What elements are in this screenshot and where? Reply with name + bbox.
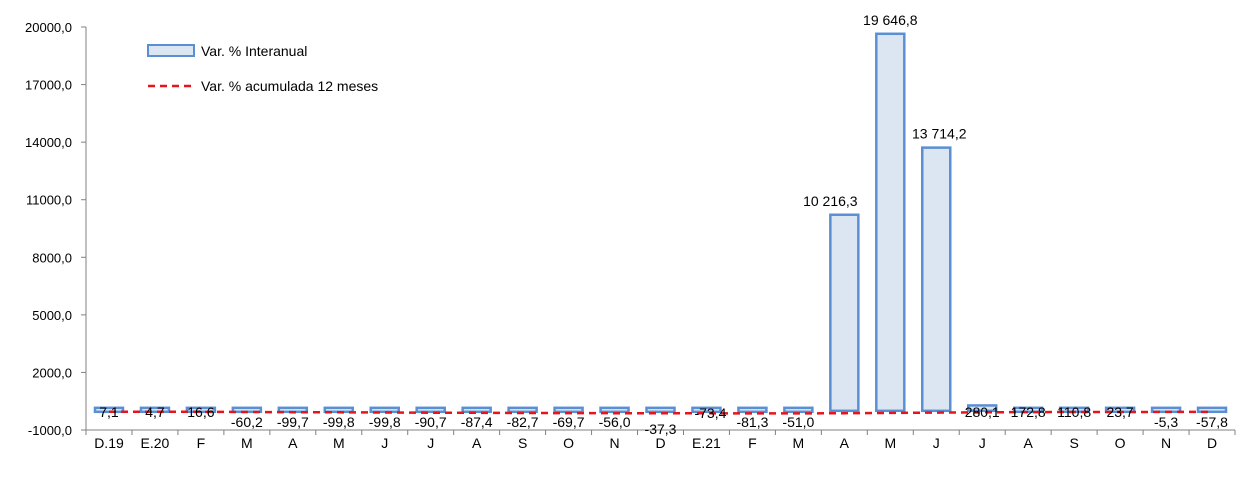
bar — [93, 406, 125, 414]
y-tick-label: 11000,0 — [26, 193, 72, 208]
y-tick-label: 8000,0 — [32, 250, 72, 265]
bar — [829, 213, 860, 413]
data-label: -60,2 — [231, 414, 263, 430]
bars — [93, 32, 1228, 414]
bar — [185, 406, 217, 414]
y-tick-label: 20000,0 — [25, 20, 72, 35]
bar — [783, 406, 814, 414]
x-axis: D.19 E.20 F M A M J J A S O N D E.21 F M A M J J A S O N D — [85, 429, 1236, 451]
x-tick-label: D.19 — [94, 435, 124, 451]
data-label: 16,6 — [187, 404, 214, 420]
y-tick-label: 2000,0 — [32, 365, 72, 380]
legend-label-interanual: Var. % Interanual — [201, 43, 307, 59]
data-label: -99,8 — [369, 414, 401, 430]
data-label: -37,3 — [645, 421, 677, 437]
bar — [921, 146, 952, 413]
bar — [966, 404, 998, 413]
data-label: -69,7 — [553, 414, 585, 430]
bar — [599, 406, 630, 414]
bar — [553, 406, 584, 414]
bar — [139, 406, 171, 414]
x-tick-label: D — [1207, 435, 1217, 451]
y-tick-label: 14000,0 — [25, 135, 72, 150]
data-label: -87,4 — [461, 414, 493, 430]
x-tick-label: A — [1024, 435, 1034, 451]
x-tick-label: F — [748, 435, 757, 451]
bar — [737, 406, 768, 414]
bar — [645, 406, 676, 414]
y-tick-label: 5000,0 — [32, 308, 72, 323]
data-label: 280,1 — [965, 404, 1000, 420]
accumulated-line — [109, 410, 1212, 415]
data-labels: 7,1 4,7 16,6 -60,2 -99,7 -99,8 -99,8 -90,7 -87,4… — [99, 12, 1228, 437]
y-tick-label: -1000,0 — [28, 423, 72, 438]
x-tick-label: E.21 — [692, 435, 721, 451]
bar — [369, 406, 400, 414]
x-tick-label: O — [1115, 435, 1126, 451]
bar — [507, 406, 538, 414]
x-tick-label: J — [933, 435, 940, 451]
legend: Var. % Interanual Var. % acumulada 12 me… — [147, 43, 378, 94]
x-tick-label: F — [197, 435, 206, 451]
x-tick-label: D — [655, 435, 665, 451]
y-axis: -1000,0 2000,0 5000,0 8000,0 11000,0 14000,0 1… — [25, 20, 87, 438]
data-label: 4,7 — [145, 404, 165, 420]
legend-swatch-interanual — [147, 44, 195, 57]
bar — [1012, 406, 1044, 414]
bar — [461, 406, 492, 414]
data-label: 172,8 — [1011, 404, 1046, 420]
x-tick-label: A — [840, 435, 850, 451]
data-label: -57,8 — [1196, 414, 1228, 430]
x-tick-label: M — [241, 435, 253, 451]
x-tick-label: S — [1069, 435, 1078, 451]
x-tick-label: N — [1161, 435, 1171, 451]
line-series-acumulada — [109, 410, 1212, 415]
x-tick-label: S — [518, 435, 527, 451]
x-tick-label: M — [333, 435, 345, 451]
data-label: 23,7 — [1106, 404, 1133, 420]
bar — [415, 406, 446, 414]
x-tick-label: A — [472, 435, 482, 451]
legend-label-acumulada: Var. % acumulada 12 meses — [201, 78, 378, 94]
data-label: 13 714,2 — [912, 126, 967, 142]
data-label: -56,0 — [599, 414, 631, 430]
x-tick-label: O — [563, 435, 574, 451]
bar — [691, 406, 722, 414]
data-label: -51,0 — [782, 414, 814, 430]
data-label: -82,7 — [507, 414, 539, 430]
x-tick-label: M — [884, 435, 896, 451]
bar — [1196, 406, 1228, 414]
x-tick-label: J — [979, 435, 986, 451]
data-label: -5,3 — [1154, 414, 1178, 430]
y-tick-label: 17000,0 — [25, 78, 72, 93]
data-label: 110,8 — [1057, 404, 1091, 420]
x-tick-label: J — [381, 435, 388, 451]
data-label: -90,7 — [415, 414, 447, 430]
data-label: -81,3 — [736, 414, 768, 430]
bar — [875, 32, 906, 413]
x-tick-label: E.20 — [141, 435, 170, 451]
data-label: 10 216,3 — [803, 193, 858, 209]
x-tick-label: N — [609, 435, 619, 451]
data-label: 7,1 — [99, 404, 119, 420]
x-tick-label: J — [427, 435, 434, 451]
data-label: -73,4 — [694, 405, 726, 421]
x-tick-label: A — [288, 435, 298, 451]
data-label: 19 646,8 — [863, 12, 918, 28]
x-tick-label: M — [793, 435, 805, 451]
data-label: -99,7 — [277, 414, 309, 430]
data-label: -99,8 — [323, 414, 355, 430]
